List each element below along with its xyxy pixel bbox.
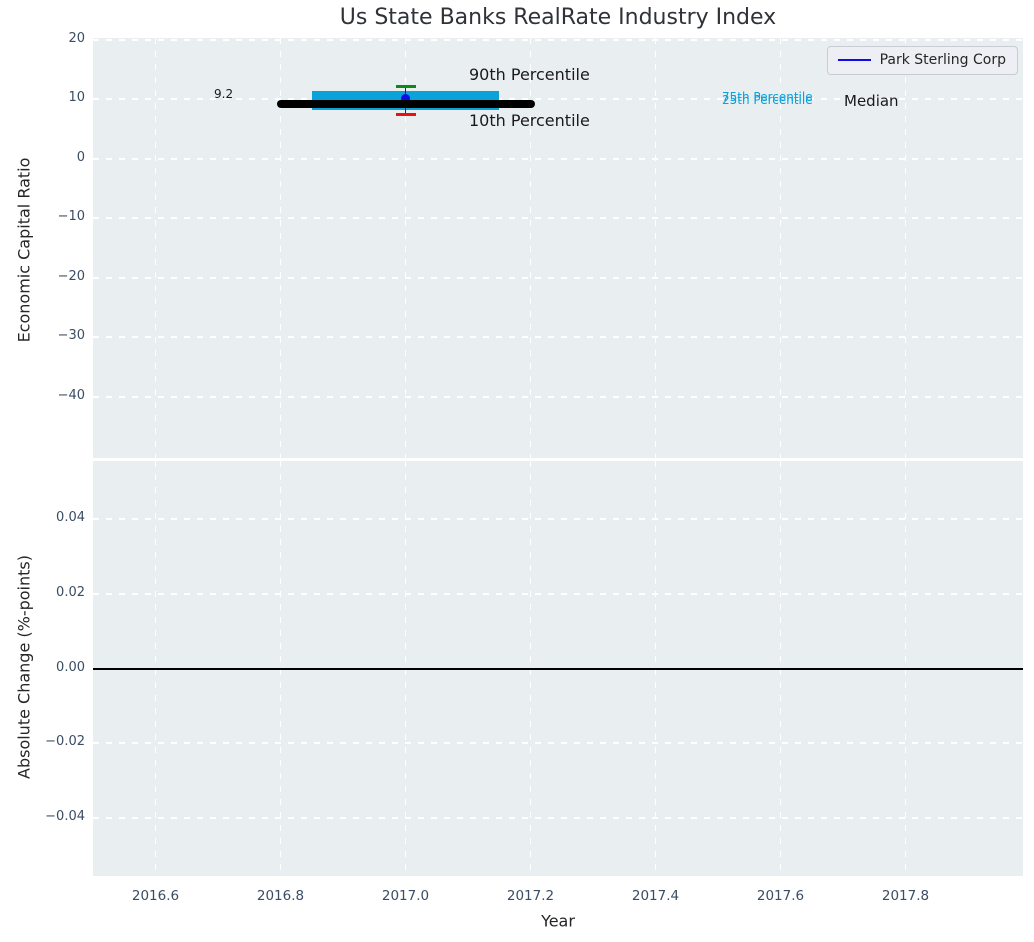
median-value-annotation: 9.2: [214, 87, 234, 101]
y-gridline: [93, 276, 1023, 279]
bottom-y-axis-label: Absolute Change (%-points): [14, 555, 34, 779]
y-tick-label: 20: [68, 30, 85, 46]
x-tick-label: 2016.8: [256, 888, 305, 904]
zero-line: [93, 667, 1023, 670]
y-tick-label: −40: [57, 387, 85, 403]
x-gridline: [904, 38, 907, 458]
x-gridline: [404, 38, 407, 458]
x-gridline: [779, 38, 782, 458]
top-y-axis-label: Economic Capital Ratio: [14, 157, 34, 343]
y-tick-label: −20: [57, 268, 85, 284]
y-gridline: [93, 592, 1023, 595]
x-tick-label: 2017.8: [881, 888, 930, 904]
p25-annotation: 25th Percentile: [722, 93, 813, 107]
y-gridline: [93, 98, 1023, 101]
y-gridline: [93, 817, 1023, 819]
x-gridline: [529, 38, 532, 458]
y-tick-label: 0.00: [56, 659, 85, 675]
legend: Park Sterling Corp: [826, 46, 1018, 75]
median-line: [276, 100, 535, 109]
p90-cap: [395, 84, 416, 88]
p75-annotation: 75th Percentile: [722, 90, 813, 104]
p10-cap: [395, 112, 416, 116]
y-gridline: [93, 157, 1023, 160]
y-gridline: [93, 742, 1023, 745]
y-gridline: [93, 518, 1023, 520]
y-tick-label: 0: [76, 149, 85, 165]
legend-line-sample-icon: [837, 59, 871, 61]
y-tick-label: 0.02: [56, 584, 85, 600]
top-plot-area: 9.2 90th Percentile 10th Percentile 75th…: [93, 38, 1023, 458]
y-tick-label: −0.04: [45, 809, 85, 825]
p90-annotation: 90th Percentile: [469, 65, 590, 84]
x-tick-label: 2017.2: [506, 888, 555, 904]
median-annotation: Median: [844, 92, 899, 110]
bottom-plot-area: [93, 461, 1023, 876]
y-tick-label: −10: [57, 209, 85, 225]
x-tick-label: 2017.4: [631, 888, 680, 904]
company-marker: [401, 94, 410, 104]
y-gridline: [93, 38, 1023, 41]
y-tick-label: 10: [68, 90, 85, 106]
p10-annotation: 10th Percentile: [469, 111, 590, 130]
x-gridline: [154, 38, 157, 458]
x-tick-label: 2016.6: [131, 888, 180, 904]
y-gridline: [93, 217, 1023, 220]
y-gridline: [93, 336, 1023, 339]
x-axis-label: Year: [541, 911, 575, 931]
chart-title: Us State Banks RealRate Industry Index: [339, 5, 777, 30]
x-tick-label: 2017.6: [756, 888, 805, 904]
x-tick-label: 2017.0: [381, 888, 430, 904]
y-gridline: [93, 395, 1023, 398]
x-gridline: [654, 38, 657, 458]
y-tick-label: 0.04: [56, 509, 85, 525]
x-gridline: [279, 38, 282, 458]
legend-label: Park Sterling Corp: [879, 52, 1006, 68]
y-tick-label: −0.02: [45, 734, 85, 750]
y-tick-label: −30: [57, 328, 85, 344]
